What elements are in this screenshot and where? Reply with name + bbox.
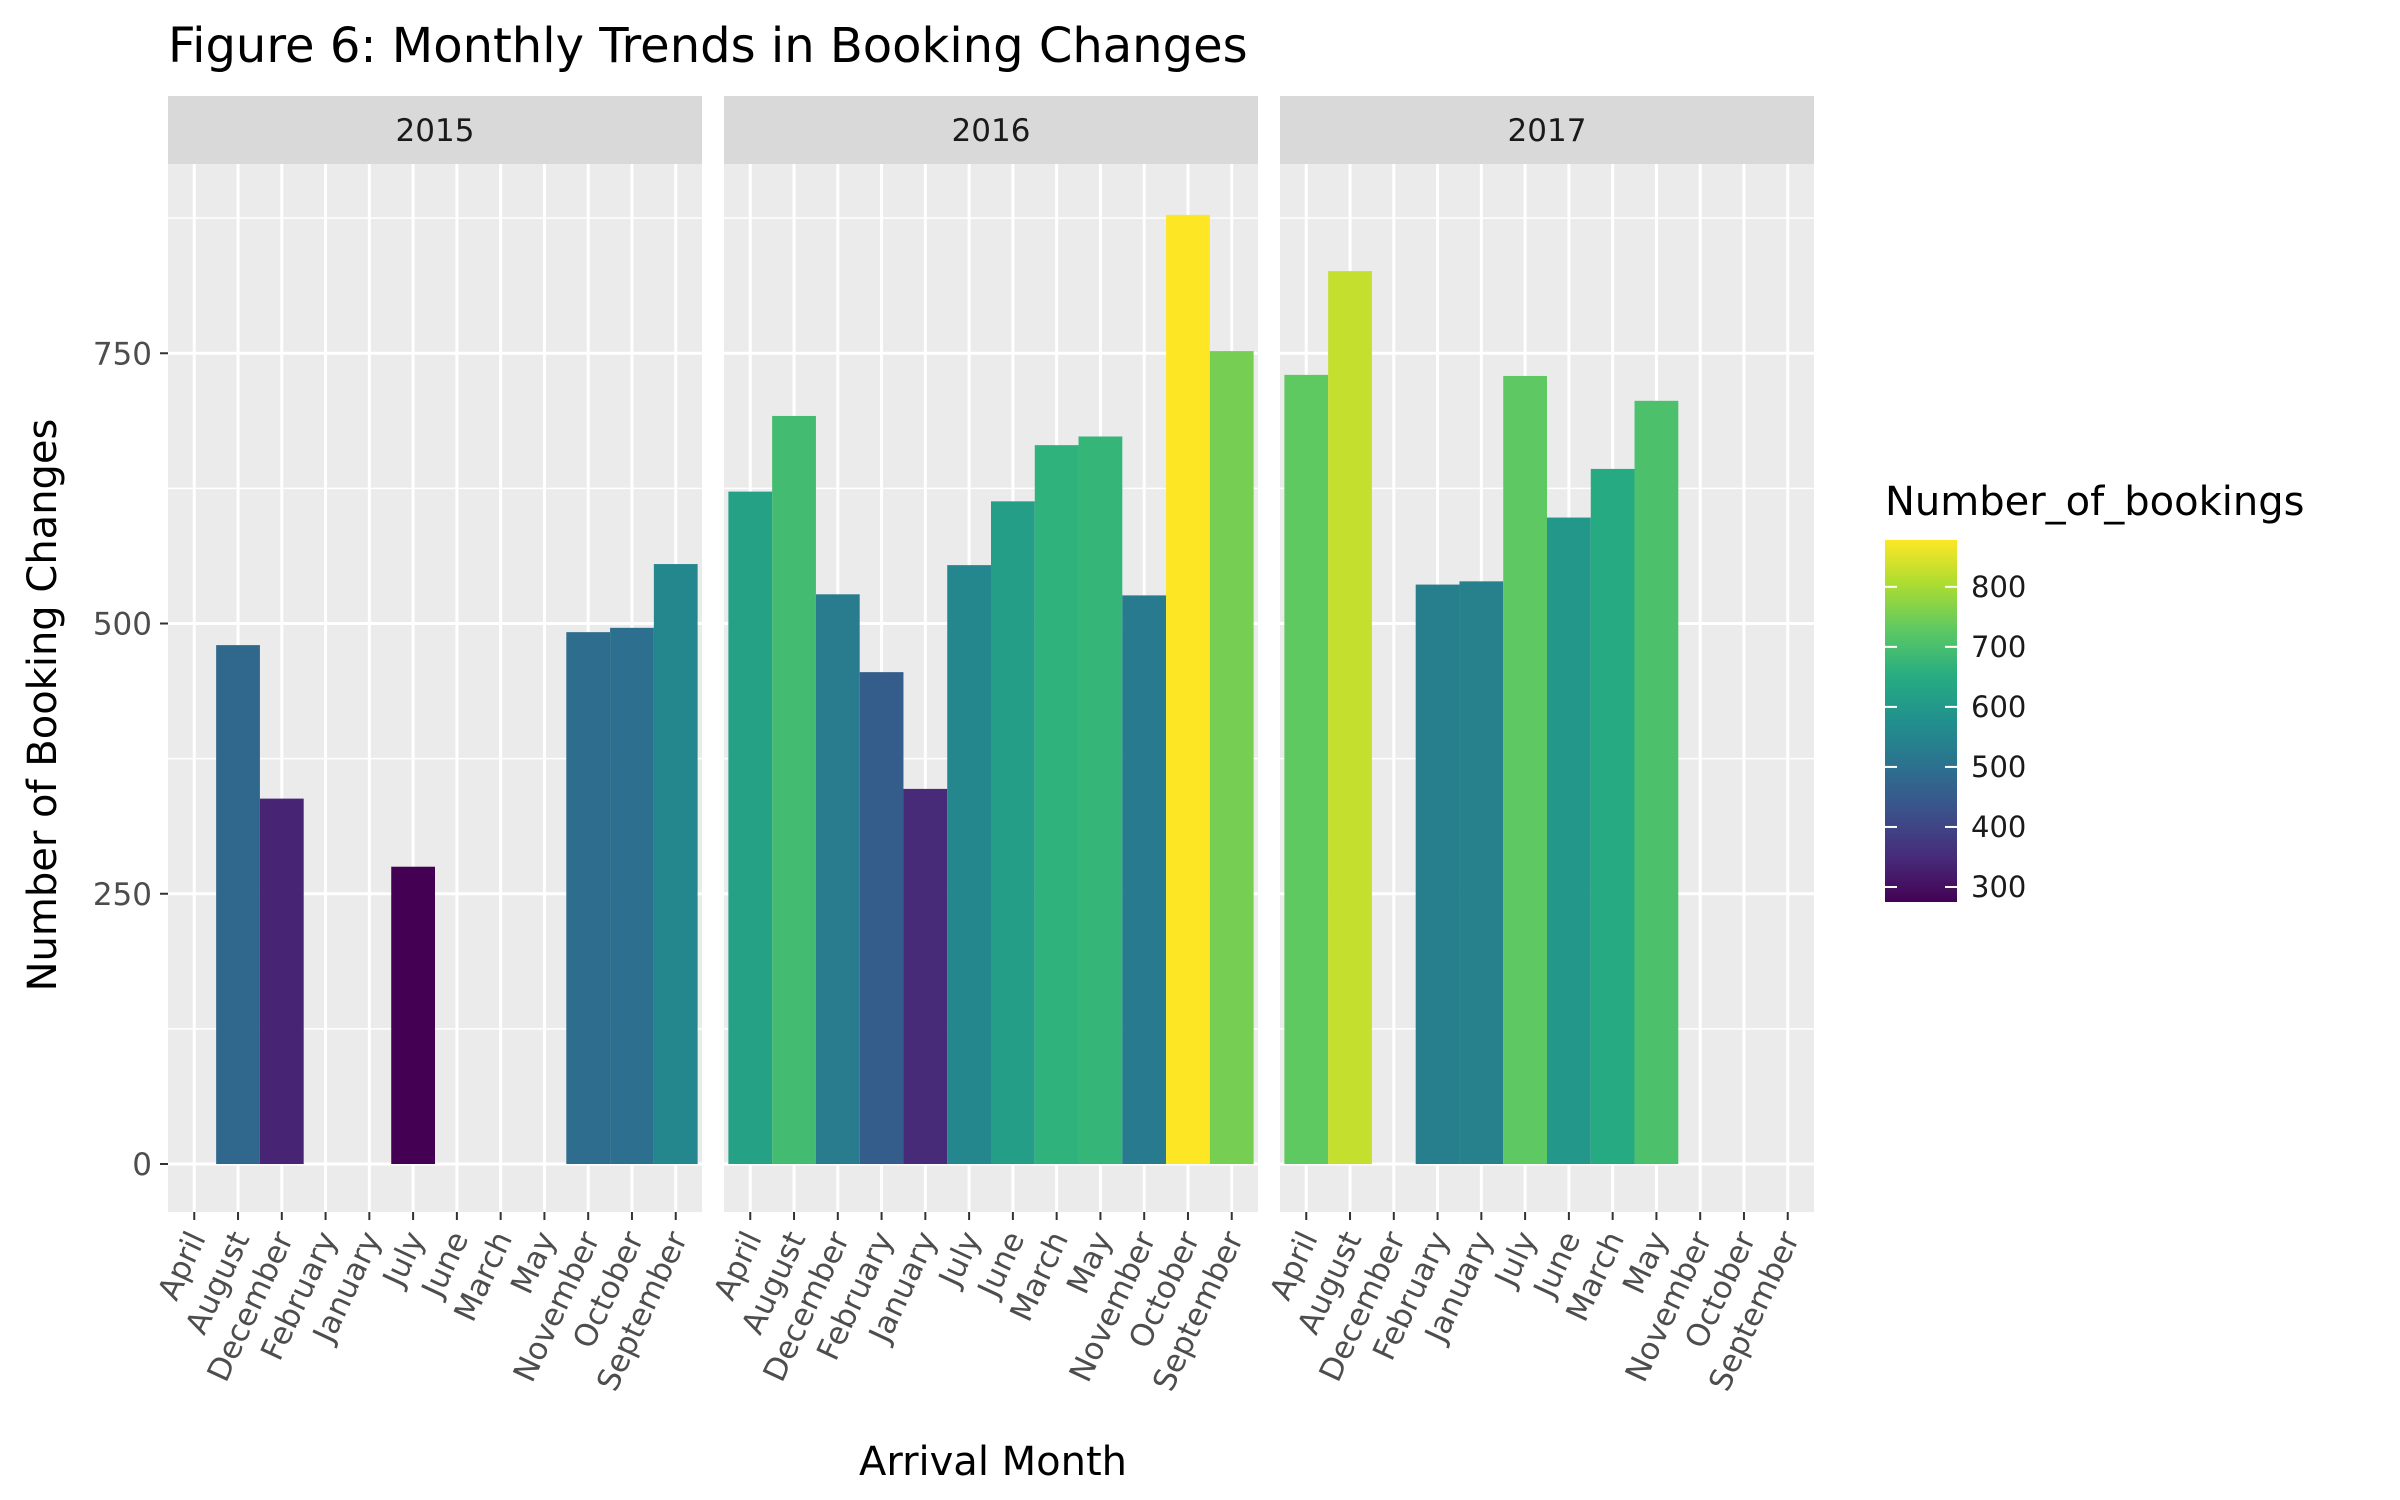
y-tick-label: 250 (93, 877, 152, 913)
facet-panel-2016: 2016AprilAugustDecemberFebruaryJanuaryJu… (707, 96, 1258, 1397)
y-tick-label: 500 (93, 607, 152, 643)
bar-2015-October (610, 627, 654, 1164)
bar-2016-March (1034, 445, 1079, 1164)
bar-2016-July (947, 565, 991, 1164)
facet-strip-label: 2015 (396, 113, 475, 149)
bar-2017-April (1284, 374, 1329, 1164)
x-axis-title: Arrival Month (859, 1439, 1127, 1485)
y-tick-label: 0 (132, 1147, 152, 1183)
y-axis: 0 250 500 750 (93, 336, 168, 1183)
bar-2016-January (903, 788, 948, 1164)
bar-2017-July (1503, 375, 1547, 1164)
legend-tick-label: 500 (1971, 750, 2026, 784)
facet-panel-2015: 2015AprilAugustDecemberFebruaryJanuaryJu… (151, 96, 702, 1397)
bar-2017-January (1459, 581, 1504, 1164)
y-tick-label: 750 (93, 336, 152, 372)
chart-title: Figure 6: Monthly Trends in Booking Chan… (168, 18, 1248, 74)
facet-strip (1280, 96, 1814, 164)
bar-2016-February (859, 672, 904, 1164)
legend-title: Number_of_bookings (1885, 479, 2304, 525)
facet-strip (168, 96, 702, 164)
bar-2016-October (1166, 214, 1210, 1164)
legend: Number_of_bookings 300 400 500 600 700 800 (1885, 479, 2304, 904)
y-axis-title: Number of Booking Changes (20, 419, 66, 992)
bar-2016-August (772, 415, 816, 1164)
bar-2017-March (1590, 468, 1635, 1164)
bar-2017-February (1415, 584, 1460, 1164)
bar-2017-June (1547, 517, 1591, 1164)
bar-2016-April (728, 491, 773, 1164)
bar-2015-September (653, 564, 698, 1164)
bar-2016-September (1209, 351, 1254, 1164)
bar-2016-December (815, 594, 860, 1164)
legend-tick-label: 300 (1971, 870, 2026, 904)
bar-2015-November (566, 632, 611, 1164)
bar-2015-December (259, 798, 304, 1164)
facet-strip-label: 2017 (1508, 113, 1587, 149)
legend-tick-label: 400 (1971, 810, 2026, 844)
bar-2016-May (1078, 436, 1123, 1164)
legend-tick-label: 700 (1971, 630, 2026, 664)
legend-tick-label: 600 (1971, 690, 2026, 724)
bar-2015-July (391, 866, 435, 1164)
facet-strip (724, 96, 1258, 164)
bar-2015-August (216, 645, 260, 1164)
bar-2017-August (1328, 271, 1372, 1164)
bar-2016-November (1122, 595, 1167, 1164)
legend-tick-label: 800 (1971, 570, 2026, 604)
facet-panel-2017: 2017AprilAugustDecemberFebruaryJanuaryJu… (1263, 96, 1814, 1397)
legend-colorbar (1885, 540, 1957, 902)
facet-strip-label: 2016 (952, 113, 1031, 149)
facet-panels: 2015AprilAugustDecemberFebruaryJanuaryJu… (151, 96, 1814, 1397)
bar-2017-May (1634, 400, 1679, 1165)
bar-2016-June (991, 501, 1035, 1164)
